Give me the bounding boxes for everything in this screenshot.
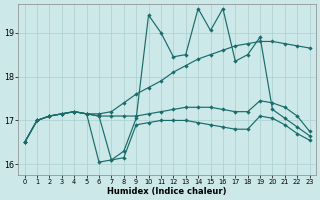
- X-axis label: Humidex (Indice chaleur): Humidex (Indice chaleur): [108, 187, 227, 196]
